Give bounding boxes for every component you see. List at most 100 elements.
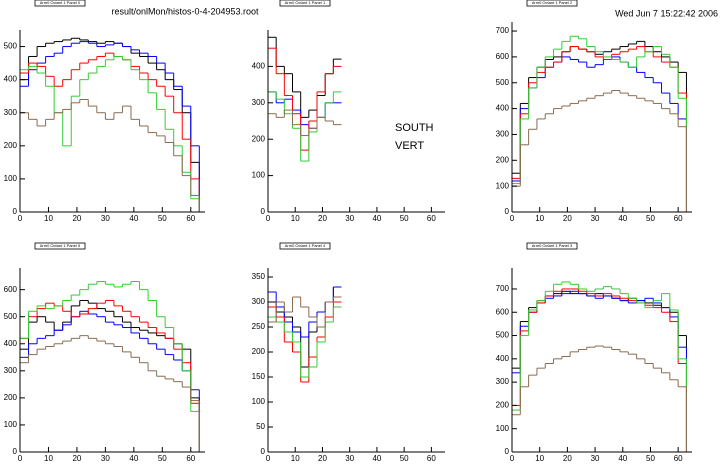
- x-tick-label: 40: [372, 214, 381, 223]
- y-tick-label: 400: [252, 62, 266, 71]
- x-tick-label: 10: [535, 454, 544, 463]
- y-tick-label: 100: [252, 171, 266, 180]
- x-tick-label: 10: [291, 454, 300, 463]
- x-tick-label: 40: [618, 454, 627, 463]
- x-tick-label: 60: [186, 214, 195, 223]
- x-tick-label: 20: [72, 454, 81, 463]
- y-tick-label: 250: [252, 322, 266, 331]
- x-tick-label: 40: [618, 214, 627, 223]
- x-tick-label: 20: [318, 214, 327, 223]
- x-tick-label: 30: [101, 454, 110, 463]
- annotation: VERT: [395, 140, 424, 152]
- x-tick-label: 40: [129, 454, 138, 463]
- y-tick-label: 100: [496, 424, 510, 433]
- x-tick-label: 20: [563, 454, 572, 463]
- x-tick-label: 20: [563, 214, 572, 223]
- y-tick-label: 0: [505, 207, 510, 216]
- x-tick-label: 50: [158, 454, 167, 463]
- panel-title: Arm0 Octant 1 Panel 0: [40, 0, 81, 5]
- y-tick-label: 200: [496, 401, 510, 410]
- x-tick-label: 30: [101, 214, 110, 223]
- y-tick-label: 700: [496, 26, 510, 35]
- panel-title: Arm0 Octant 1 Panel 3: [532, 243, 573, 248]
- y-tick-label: 400: [496, 104, 510, 113]
- panel-title: Arm0 Octant 1 Panel 2: [532, 0, 573, 5]
- x-tick-label: 60: [674, 454, 683, 463]
- x-tick-label: 40: [372, 454, 381, 463]
- y-tick-label: 400: [496, 354, 510, 363]
- annotation: SOUTH: [395, 122, 434, 134]
- y-tick-label: 200: [252, 134, 266, 143]
- y-tick-label: 300: [496, 377, 510, 386]
- x-tick-label: 30: [345, 214, 354, 223]
- y-tick-label: 200: [4, 141, 18, 150]
- x-tick-label: 0: [510, 454, 515, 463]
- x-tick-label: 50: [646, 454, 655, 463]
- title-box: [279, 0, 331, 7]
- x-tick-label: 30: [591, 454, 600, 463]
- y-tick-label: 600: [496, 307, 510, 316]
- x-tick-label: 0: [18, 454, 23, 463]
- x-tick-label: 60: [674, 214, 683, 223]
- y-tick-label: 200: [252, 347, 266, 356]
- x-tick-label: 20: [318, 454, 327, 463]
- y-tick-label: 0: [261, 207, 266, 216]
- title-box: [34, 0, 86, 7]
- x-tick-label: 20: [72, 214, 81, 223]
- y-tick-label: 300: [4, 366, 18, 375]
- x-tick-label: 30: [345, 454, 354, 463]
- title-box: [526, 242, 578, 250]
- file-name: result/onlMon/histos-0-4-204953.root: [111, 6, 259, 16]
- x-tick-label: 60: [427, 454, 436, 463]
- y-tick-label: 500: [4, 312, 18, 321]
- y-tick-label: 350: [252, 272, 266, 281]
- y-tick-label: 0: [13, 207, 18, 216]
- y-tick-label: 500: [4, 42, 18, 51]
- x-tick-label: 50: [158, 214, 167, 223]
- title-box: [34, 242, 86, 250]
- y-tick-label: 700: [496, 284, 510, 293]
- y-tick-label: 100: [4, 420, 18, 429]
- x-tick-label: 60: [427, 214, 436, 223]
- y-tick-label: 0: [505, 447, 510, 456]
- x-tick-label: 0: [266, 454, 271, 463]
- x-tick-label: 10: [44, 214, 53, 223]
- y-tick-label: 400: [4, 339, 18, 348]
- y-tick-label: 100: [252, 397, 266, 406]
- y-tick-label: 100: [496, 181, 510, 190]
- title-box: [526, 0, 578, 7]
- panel-title: Arm0 Octant 1 Panel 1: [285, 0, 326, 5]
- date-stamp: Wed Jun 7 15:22:42 2006: [615, 8, 718, 18]
- x-tick-label: 10: [535, 214, 544, 223]
- x-tick-label: 0: [510, 214, 515, 223]
- x-tick-label: 50: [400, 454, 409, 463]
- y-tick-label: 0: [13, 447, 18, 456]
- y-tick-label: 600: [496, 52, 510, 61]
- panel-title: Arm0 Octant 1 Panel 5: [40, 243, 81, 248]
- title-box: [279, 242, 331, 250]
- y-tick-label: 500: [496, 78, 510, 87]
- y-tick-label: 300: [252, 297, 266, 306]
- y-tick-label: 150: [252, 372, 266, 381]
- x-tick-label: 0: [18, 214, 23, 223]
- y-tick-label: 300: [252, 98, 266, 107]
- y-tick-label: 300: [4, 108, 18, 117]
- x-tick-label: 60: [186, 454, 195, 463]
- y-tick-label: 200: [496, 155, 510, 164]
- x-tick-label: 10: [44, 454, 53, 463]
- y-tick-label: 400: [4, 75, 18, 84]
- x-tick-label: 30: [591, 214, 600, 223]
- y-tick-label: 300: [496, 130, 510, 139]
- x-tick-label: 0: [266, 214, 271, 223]
- x-tick-label: 50: [400, 214, 409, 223]
- x-tick-label: 50: [646, 214, 655, 223]
- panel-title: Arm0 Octant 1 Panel 4: [285, 243, 326, 248]
- y-tick-label: 50: [256, 422, 265, 431]
- x-tick-label: 10: [291, 214, 300, 223]
- y-tick-label: 200: [4, 393, 18, 402]
- x-tick-label: 40: [129, 214, 138, 223]
- y-tick-label: 0: [261, 447, 266, 456]
- y-tick-label: 100: [4, 174, 18, 183]
- y-tick-label: 500: [496, 331, 510, 340]
